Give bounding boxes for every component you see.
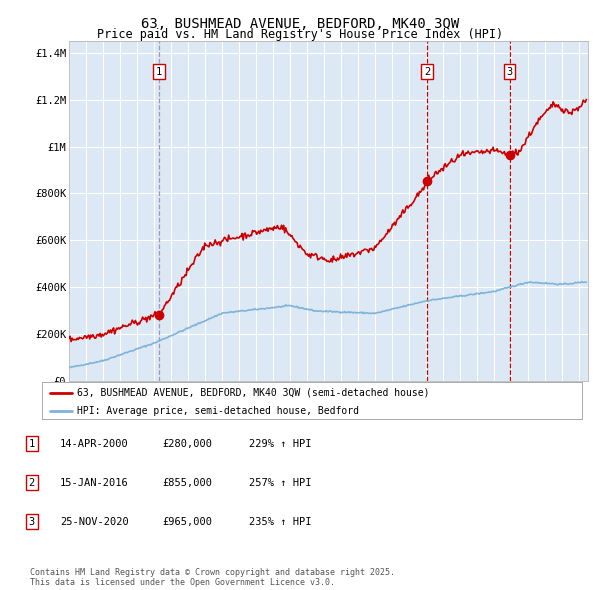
Text: 229% ↑ HPI: 229% ↑ HPI [249, 439, 311, 448]
Text: 14-APR-2000: 14-APR-2000 [60, 439, 129, 448]
Text: 2: 2 [29, 478, 35, 487]
Text: Contains HM Land Registry data © Crown copyright and database right 2025.
This d: Contains HM Land Registry data © Crown c… [30, 568, 395, 587]
Text: £855,000: £855,000 [162, 478, 212, 487]
Text: 1: 1 [29, 439, 35, 448]
Text: 15-JAN-2016: 15-JAN-2016 [60, 478, 129, 487]
Text: 63, BUSHMEAD AVENUE, BEDFORD, MK40 3QW: 63, BUSHMEAD AVENUE, BEDFORD, MK40 3QW [141, 17, 459, 31]
Text: HPI: Average price, semi-detached house, Bedford: HPI: Average price, semi-detached house,… [77, 406, 359, 416]
Text: 235% ↑ HPI: 235% ↑ HPI [249, 517, 311, 526]
Text: 25-NOV-2020: 25-NOV-2020 [60, 517, 129, 526]
Text: Price paid vs. HM Land Registry's House Price Index (HPI): Price paid vs. HM Land Registry's House … [97, 28, 503, 41]
Text: 257% ↑ HPI: 257% ↑ HPI [249, 478, 311, 487]
Text: 1: 1 [156, 67, 162, 77]
Text: 3: 3 [506, 67, 513, 77]
Text: £965,000: £965,000 [162, 517, 212, 526]
Text: 3: 3 [29, 517, 35, 526]
Text: 2: 2 [424, 67, 430, 77]
Text: £280,000: £280,000 [162, 439, 212, 448]
Text: 63, BUSHMEAD AVENUE, BEDFORD, MK40 3QW (semi-detached house): 63, BUSHMEAD AVENUE, BEDFORD, MK40 3QW (… [77, 388, 430, 398]
